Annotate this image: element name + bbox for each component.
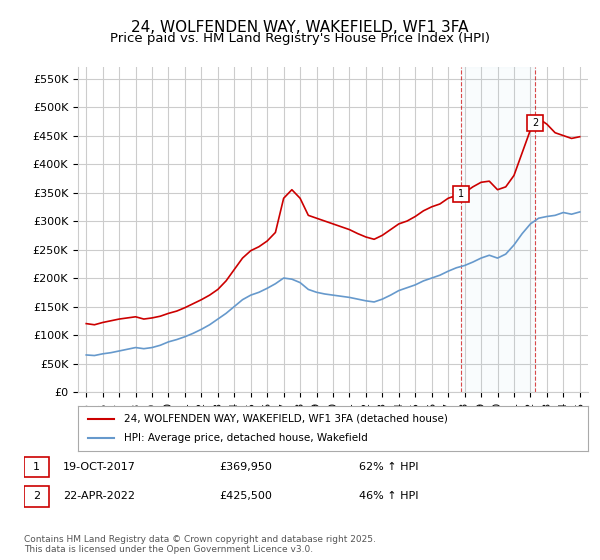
Text: 62% ↑ HPI: 62% ↑ HPI bbox=[359, 462, 418, 472]
Text: HPI: Average price, detached house, Wakefield: HPI: Average price, detached house, Wake… bbox=[124, 433, 368, 444]
Text: 24, WOLFENDEN WAY, WAKEFIELD, WF1 3FA: 24, WOLFENDEN WAY, WAKEFIELD, WF1 3FA bbox=[131, 20, 469, 35]
Text: £369,950: £369,950 bbox=[220, 462, 272, 472]
Text: 24, WOLFENDEN WAY, WAKEFIELD, WF1 3FA (detached house): 24, WOLFENDEN WAY, WAKEFIELD, WF1 3FA (d… bbox=[124, 413, 448, 423]
Text: Contains HM Land Registry data © Crown copyright and database right 2025.
This d: Contains HM Land Registry data © Crown c… bbox=[24, 535, 376, 554]
Bar bbox=[461, 67, 535, 392]
Text: Price paid vs. HM Land Registry's House Price Index (HPI): Price paid vs. HM Land Registry's House … bbox=[110, 32, 490, 45]
FancyBboxPatch shape bbox=[24, 486, 49, 506]
Text: 2: 2 bbox=[33, 491, 40, 501]
Text: £425,500: £425,500 bbox=[220, 491, 272, 501]
Text: 2: 2 bbox=[532, 118, 538, 128]
Text: 19-OCT-2017: 19-OCT-2017 bbox=[63, 462, 136, 472]
Text: 1: 1 bbox=[33, 462, 40, 472]
Text: 1: 1 bbox=[458, 189, 464, 199]
Text: 22-APR-2022: 22-APR-2022 bbox=[63, 491, 135, 501]
FancyBboxPatch shape bbox=[24, 456, 49, 477]
Text: 46% ↑ HPI: 46% ↑ HPI bbox=[359, 491, 418, 501]
